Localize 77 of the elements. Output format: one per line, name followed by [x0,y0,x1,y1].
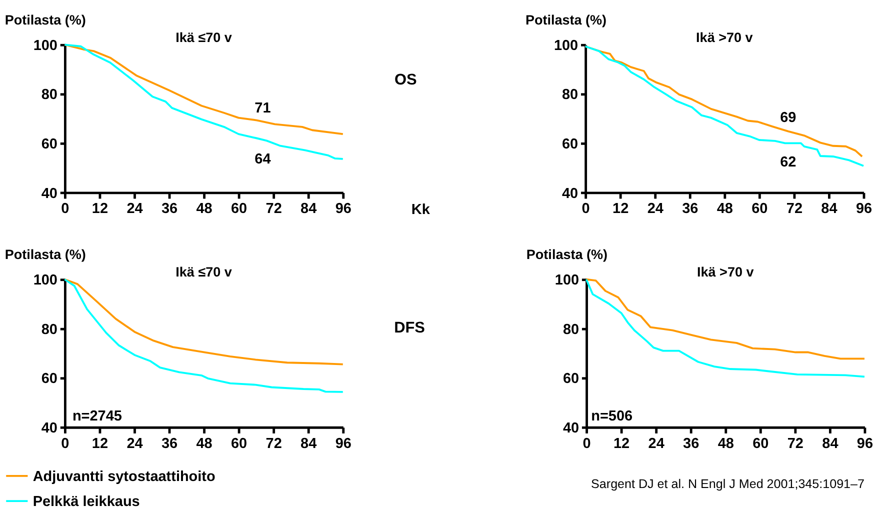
y-tick-label: 80 [562,322,580,338]
annotation: n=2745 [72,408,122,424]
line-series [585,278,866,360]
chart-title: Ikä >70 v [696,30,754,45]
x-tick-label: 84 [821,201,838,218]
y-axis-title: Potilasta (%) [4,12,86,28]
text: Sargent DJ et al. N Engl J Med 2001;345:1091–7 [591,477,864,492]
chart-title: Ikä ≤70 v [176,264,232,280]
x-tick-label: 96 [856,436,874,452]
y-tick-label: 80 [41,322,58,338]
annotation: 62 [780,154,796,170]
x-tick-label: 0 [61,436,70,452]
y-tick-label: 40 [562,420,580,436]
line-series [64,278,344,366]
y-tick-label: 80 [562,87,578,104]
annotation: 64 [254,151,271,168]
x-tick-label: 24 [647,201,664,218]
line-series [64,44,344,136]
y-tick-label: 100 [554,272,580,289]
line-series [585,278,866,378]
x-tick-label: 0 [61,201,70,218]
x-tick-label: 48 [718,436,734,452]
x-tick-label: 72 [786,201,802,218]
x-tick-label: 84 [300,201,317,218]
x-tick-label: 12 [92,201,108,218]
annotation: n=506 [591,408,633,424]
x-tick-label: 60 [231,201,248,218]
x-tick-label: 72 [787,436,804,452]
x-tick-label: 60 [231,436,248,452]
x-tick-label: 48 [716,201,733,218]
x-tick-label: 36 [161,436,178,452]
x-tick-label: 24 [126,201,143,218]
y-tick-label: 60 [41,371,58,388]
x-tick-label: 72 [266,436,282,452]
y-tick-label: 60 [41,136,58,152]
x-tick-label: 0 [582,201,590,218]
annotation: 69 [780,110,796,126]
y-tick-label: 100 [33,38,58,54]
x-tick-label: 0 [582,436,591,452]
x-tick-label: 96 [856,201,872,218]
x-tick-label: 60 [752,201,768,218]
y-tick-label: 80 [41,87,58,104]
annotation: 71 [254,100,271,116]
chart-title: Ikä ≤70 v [176,30,232,45]
y-tick-label: 40 [41,186,58,202]
x-tick-label: 36 [683,436,700,452]
y-axis-title: Potilasta (%) [526,247,608,262]
y-tick-label: 40 [41,420,58,436]
y-tick-label: 60 [562,136,578,152]
text: OS [394,71,417,88]
x-tick-label: 84 [822,436,838,452]
legend-label: Adjuvantti sytostaattihoito [32,468,216,485]
text: DFS [394,319,425,336]
x-tick-label: 12 [92,436,108,452]
x-tick-label: 60 [752,436,769,452]
x-tick-label: 48 [196,436,212,452]
line-series [64,278,344,393]
chart-title: Ikä >70 v [697,264,754,280]
y-tick-label: 60 [562,371,580,388]
x-tick-label: 36 [161,201,178,218]
y-tick-label: 40 [562,186,578,202]
x-tick-label: 12 [612,201,629,218]
x-tick-label: 24 [126,436,143,452]
y-axis-title: Potilasta (%) [525,12,607,28]
x-tick-label: 12 [614,436,630,452]
x-tick-label: 24 [648,436,664,452]
legend-label: Pelkkä leikkaus [32,494,140,510]
x-tick-label: 48 [196,201,212,218]
x-axis-title: Kk [411,202,431,218]
x-tick-label: 96 [335,436,352,452]
y-tick-label: 100 [33,272,58,289]
y-tick-label: 100 [554,38,578,54]
x-tick-label: 72 [266,201,282,218]
x-tick-label: 36 [682,201,698,218]
y-axis-title: Potilasta (%) [4,247,86,262]
x-tick-label: 96 [335,201,352,218]
x-tick-label: 84 [300,436,317,452]
